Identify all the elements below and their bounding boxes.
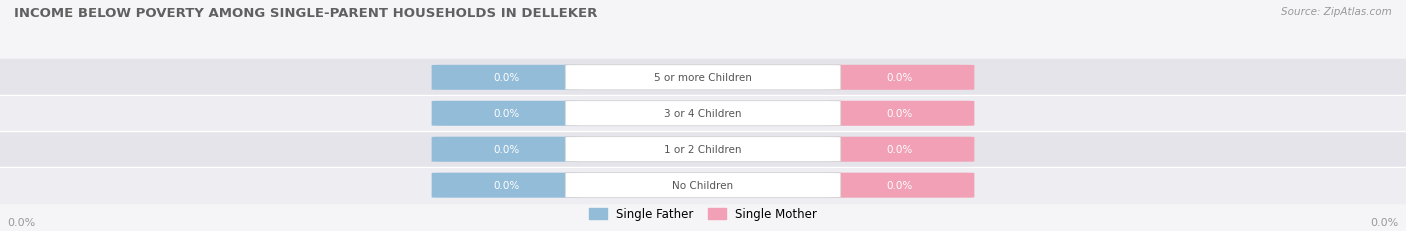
Text: 0.0%: 0.0% [7, 217, 35, 227]
Text: Source: ZipAtlas.com: Source: ZipAtlas.com [1281, 7, 1392, 17]
FancyBboxPatch shape [825, 137, 974, 162]
Bar [0, 132, 1406, 167]
Bar [0, 167, 1406, 203]
Text: 5 or more Children: 5 or more Children [654, 73, 752, 83]
Text: 0.0%: 0.0% [494, 109, 519, 119]
Text: 1 or 2 Children: 1 or 2 Children [664, 145, 742, 155]
Legend: Single Father, Single Mother: Single Father, Single Mother [585, 203, 821, 225]
Text: 0.0%: 0.0% [887, 109, 912, 119]
FancyBboxPatch shape [825, 173, 974, 198]
FancyBboxPatch shape [432, 173, 581, 198]
FancyBboxPatch shape [565, 173, 841, 198]
FancyBboxPatch shape [432, 101, 581, 126]
FancyBboxPatch shape [825, 66, 974, 90]
Text: 0.0%: 0.0% [1371, 217, 1399, 227]
FancyBboxPatch shape [432, 137, 581, 162]
FancyBboxPatch shape [565, 137, 841, 162]
Text: No Children: No Children [672, 180, 734, 190]
Text: 0.0%: 0.0% [887, 73, 912, 83]
FancyBboxPatch shape [432, 66, 581, 90]
Text: 0.0%: 0.0% [887, 145, 912, 155]
Text: 3 or 4 Children: 3 or 4 Children [664, 109, 742, 119]
FancyBboxPatch shape [825, 101, 974, 126]
Bar [0, 96, 1406, 132]
Text: 0.0%: 0.0% [494, 180, 519, 190]
Text: 0.0%: 0.0% [887, 180, 912, 190]
FancyBboxPatch shape [565, 66, 841, 90]
Text: 0.0%: 0.0% [494, 73, 519, 83]
Text: INCOME BELOW POVERTY AMONG SINGLE-PARENT HOUSEHOLDS IN DELLEKER: INCOME BELOW POVERTY AMONG SINGLE-PARENT… [14, 7, 598, 20]
Bar [0, 60, 1406, 96]
FancyBboxPatch shape [565, 101, 841, 126]
Text: 0.0%: 0.0% [494, 145, 519, 155]
